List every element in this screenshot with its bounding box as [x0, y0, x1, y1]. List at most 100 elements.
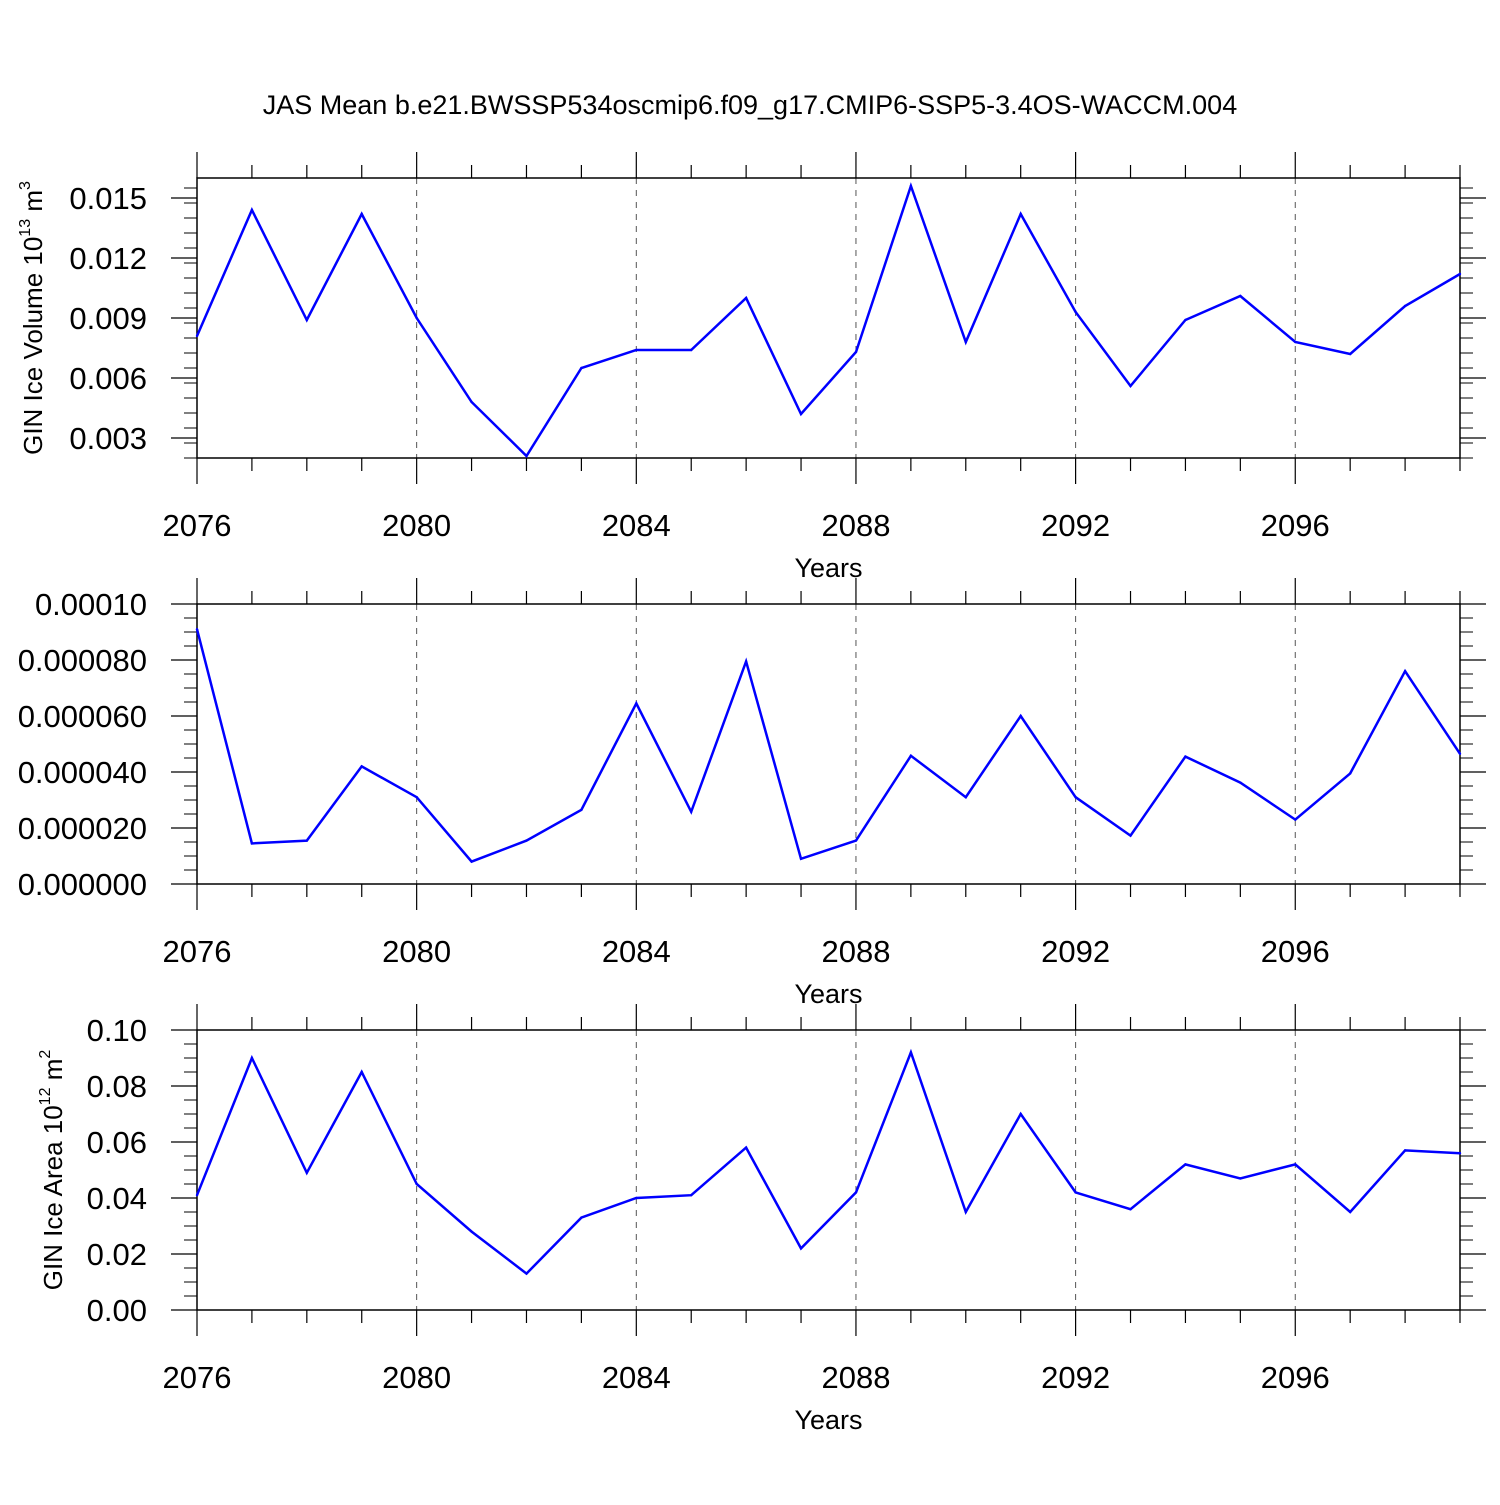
data-point [1074, 796, 1077, 799]
data-point [854, 350, 858, 354]
data-point [690, 810, 693, 813]
data-point [1129, 1208, 1132, 1211]
data-point [1239, 781, 1242, 784]
y-tick-label: 0.009 [69, 301, 147, 336]
x-tick-label: 2092 [1041, 934, 1110, 969]
x-tick-label: 2092 [1041, 1360, 1110, 1395]
data-point [1458, 752, 1462, 755]
data-point [744, 296, 748, 300]
data-point [964, 340, 967, 344]
data-point [415, 1182, 418, 1186]
y-tick-label: 0.000000 [18, 867, 147, 902]
data-point [250, 842, 254, 845]
x-axis-label: Years [794, 979, 862, 1009]
x-tick-label: 2080 [382, 508, 451, 543]
data-point [690, 348, 693, 352]
data-point [1129, 834, 1132, 837]
data-point [854, 1191, 858, 1194]
data-point [415, 316, 418, 320]
x-axis-label: Years [794, 553, 862, 583]
data-point [1019, 1112, 1022, 1116]
data-point [1019, 714, 1022, 718]
data-point [964, 796, 967, 799]
x-tick-label: 2080 [382, 1360, 451, 1395]
x-tick-label: 2088 [821, 934, 890, 969]
data-point [1294, 340, 1297, 344]
y-tick-label: 0.000060 [18, 699, 147, 734]
data-point [1403, 304, 1407, 308]
data-point [1403, 1149, 1407, 1152]
data-point [1074, 1191, 1077, 1194]
data-point [1019, 212, 1022, 216]
data-point [195, 1194, 199, 1197]
x-tick-label: 2096 [1261, 1360, 1330, 1395]
y-tick-label: 0.015 [69, 181, 147, 216]
data-point [360, 765, 363, 768]
data-point [799, 857, 803, 860]
y-tick-label: 0.006 [69, 361, 147, 396]
y-tick-label: 0.06 [87, 1125, 147, 1160]
data-point [744, 660, 748, 663]
data-point [525, 839, 528, 842]
series-line [195, 628, 1462, 864]
data-point [909, 184, 913, 188]
data-point [415, 796, 418, 799]
x-tick-label: 2076 [163, 508, 232, 543]
data-point [1129, 384, 1132, 388]
x-tick-label: 2076 [163, 1360, 232, 1395]
data-point [1458, 1152, 1462, 1155]
x-tick-label: 2088 [821, 508, 890, 543]
data-point [195, 628, 199, 631]
x-tick-label: 2084 [602, 934, 671, 969]
x-tick-label: 2092 [1041, 508, 1110, 543]
data-point [1294, 1163, 1297, 1166]
y-tick-label: 0.00 [87, 1293, 147, 1328]
plot-frame [196, 177, 1461, 459]
data-point [909, 754, 913, 757]
data-point [580, 366, 583, 370]
data-point [580, 1216, 583, 1219]
panel-2: 0.000000 0.000020 0.000040 0.000060 0.000080… [18, 578, 1486, 1009]
data-point [305, 318, 309, 322]
panel-1: 0.003 0.006 0.009 0.012 0.015 2076 2080 2084 208… [17, 152, 1486, 583]
x-tick-label: 2084 [602, 508, 671, 543]
x-tick-label: 2080 [382, 934, 451, 969]
data-point [744, 1146, 748, 1149]
y-tick-label: 0.000020 [18, 811, 147, 846]
data-point [854, 839, 858, 842]
data-point [964, 1210, 967, 1214]
data-point [525, 454, 528, 458]
y-tick-label: 0.003 [69, 421, 147, 456]
y-tick-label: 0.012 [69, 241, 147, 276]
data-point [635, 702, 638, 705]
data-point [525, 1272, 528, 1275]
data-point [360, 212, 363, 216]
y-tick-label: 0.000040 [18, 755, 147, 790]
x-tick-label: 2076 [163, 934, 232, 969]
data-point [1403, 670, 1407, 673]
data-point [250, 1056, 254, 1060]
x-tick-label: 2084 [602, 1360, 671, 1395]
data-point [1074, 310, 1077, 314]
series-line [195, 1048, 1461, 1276]
y-axis-label: GIN Ice Volume 1013 m3 [17, 181, 48, 455]
x-tick-label: 2096 [1261, 508, 1330, 543]
data-point [580, 808, 583, 811]
y-tick-label: 0.02 [87, 1237, 147, 1272]
data-point [195, 334, 199, 338]
data-point [1184, 755, 1187, 758]
plot-frame [196, 603, 1461, 885]
data-point [1348, 772, 1352, 775]
panel-3: 0.00 0.02 0.04 0.06 0.08 0.10 2076 2080 2084 2088… [37, 1004, 1486, 1435]
x-axis-label: Years [794, 1405, 862, 1435]
data-point [1348, 352, 1352, 356]
data-point [305, 839, 309, 842]
y-tick-label: 0.00010 [35, 587, 147, 622]
y-tick-label: 0.10 [87, 1013, 147, 1048]
chart-title: JAS Mean b.e21.BWSSP534oscmip6.f09_g17.C… [263, 90, 1237, 120]
x-tick-label: 2088 [821, 1360, 890, 1395]
data-point [1184, 1163, 1187, 1166]
data-point [305, 1171, 309, 1175]
